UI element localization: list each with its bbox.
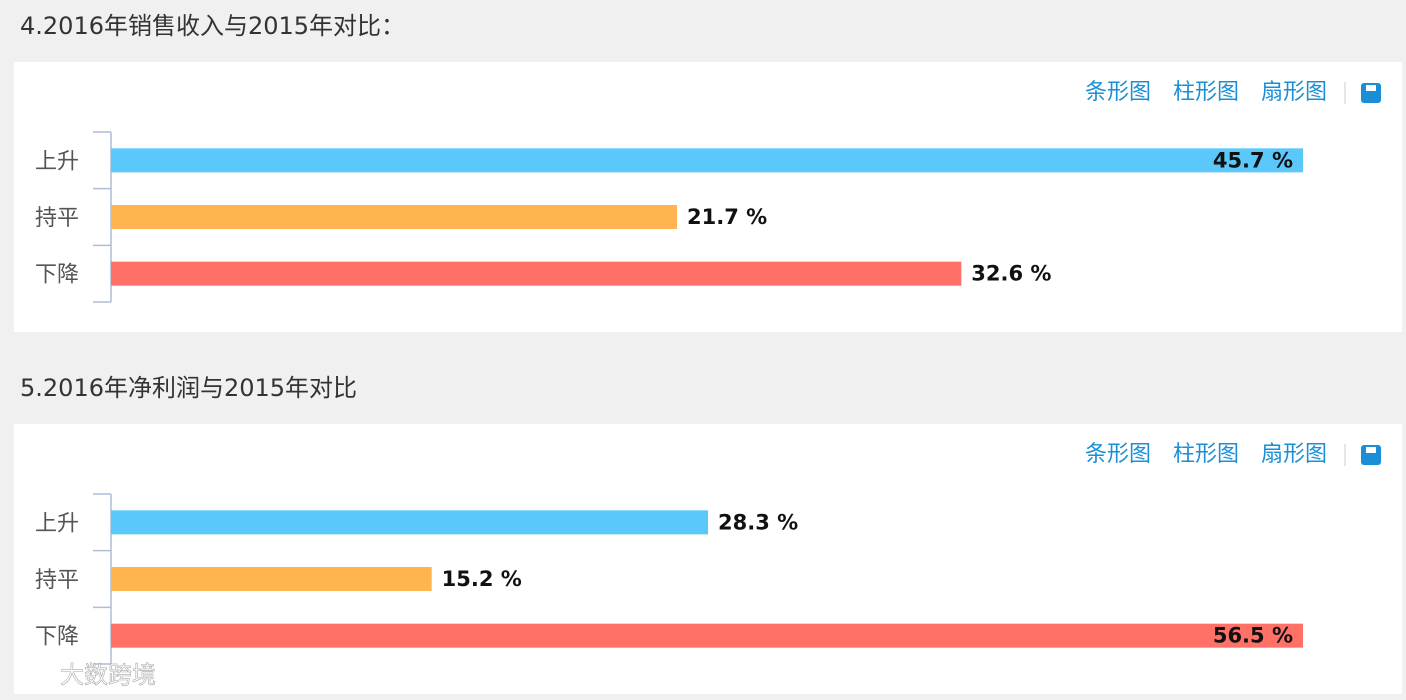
bar xyxy=(111,148,1303,173)
toolbar-button[interactable]: 柱形图 xyxy=(1173,442,1239,467)
watermark: 大数跨境 xyxy=(60,661,156,689)
toolbar-button[interactable]: 条形图 xyxy=(1085,80,1151,105)
category-label: 下降 xyxy=(35,263,79,288)
category-label: 持平 xyxy=(35,206,79,231)
bar xyxy=(111,205,678,229)
category-label: 下降 xyxy=(35,625,79,650)
bar xyxy=(111,567,432,591)
value-label: 28.3 % xyxy=(718,510,798,534)
bar xyxy=(111,623,1303,648)
toolbar-button[interactable]: 扇形图 xyxy=(1261,442,1327,467)
toolbar-button[interactable]: 条形图 xyxy=(1085,442,1151,467)
value-label: 15.2 % xyxy=(442,567,522,591)
bar xyxy=(111,510,709,535)
value-label: 21.7 % xyxy=(687,205,767,229)
category-label: 持平 xyxy=(35,568,79,593)
toolbar-button[interactable]: 扇形图 xyxy=(1261,80,1327,105)
save-icon-slot xyxy=(1366,85,1376,91)
value-label: 32.6 % xyxy=(971,262,1051,286)
value-label: 56.5 % xyxy=(1213,624,1293,648)
panel xyxy=(14,424,1402,694)
toolbar-button[interactable]: 柱形图 xyxy=(1173,80,1239,105)
panel xyxy=(14,62,1402,332)
bar xyxy=(111,261,962,286)
value-label: 45.7 % xyxy=(1213,148,1293,172)
save-icon-slot xyxy=(1366,447,1376,453)
category-label: 上升 xyxy=(35,149,79,174)
section-title: 5.2016年净利润与2015年对比 xyxy=(20,374,357,402)
section-title: 4.2016年销售收入与2015年对比： xyxy=(20,12,405,40)
category-label: 上升 xyxy=(35,511,79,536)
